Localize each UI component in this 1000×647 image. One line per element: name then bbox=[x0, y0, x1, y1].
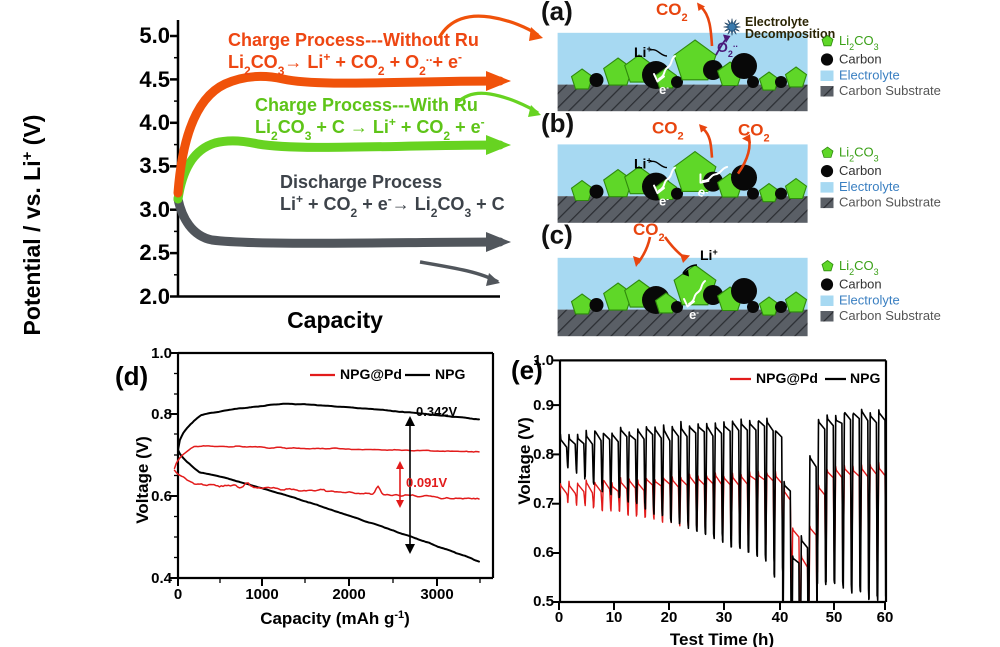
svg-text:0.9: 0.9 bbox=[533, 397, 554, 414]
svg-text:5.0: 5.0 bbox=[139, 23, 170, 48]
svg-text:60: 60 bbox=[877, 609, 894, 626]
svg-text:Li2CO3 + C → Li+ + CO2 + e-: Li2CO3 + C → Li+ + CO2 + e- bbox=[255, 115, 485, 143]
svg-text:10: 10 bbox=[606, 609, 623, 626]
svg-text:20: 20 bbox=[661, 609, 678, 626]
svg-text:NPG@Pd: NPG@Pd bbox=[340, 366, 402, 382]
svg-text:CO2: CO2 bbox=[652, 119, 684, 143]
svg-text:0.6: 0.6 bbox=[151, 488, 172, 505]
svg-text:CO2: CO2 bbox=[656, 0, 688, 24]
svg-text:Li+ + CO2 + e-→ Li2CO3 + C: Li+ + CO2 + e-→ Li2CO3 + C bbox=[280, 192, 505, 220]
svg-text:0.7: 0.7 bbox=[533, 495, 554, 512]
svg-text:4.0: 4.0 bbox=[139, 110, 170, 135]
svg-text:0.091V: 0.091V bbox=[406, 475, 448, 490]
svg-text:40: 40 bbox=[772, 609, 789, 626]
svg-text:0.8: 0.8 bbox=[151, 406, 172, 423]
svg-text:CO2: CO2 bbox=[738, 121, 770, 145]
svg-text:1.0: 1.0 bbox=[533, 352, 554, 369]
svg-text:0.5: 0.5 bbox=[533, 593, 554, 610]
svg-text:0: 0 bbox=[174, 586, 182, 603]
svg-text:2.0: 2.0 bbox=[139, 284, 170, 309]
svg-text:2000: 2000 bbox=[332, 586, 365, 603]
svg-text:3.0: 3.0 bbox=[139, 197, 170, 222]
svg-text:0.6: 0.6 bbox=[533, 544, 554, 561]
svg-text:Voltage (V): Voltage (V) bbox=[133, 436, 152, 524]
svg-text:0.8: 0.8 bbox=[533, 446, 554, 463]
svg-text:3.5: 3.5 bbox=[139, 153, 170, 178]
svg-text:1.0: 1.0 bbox=[151, 345, 172, 362]
svg-text:NPG@Pd: NPG@Pd bbox=[756, 370, 818, 386]
svg-text:Capacity: Capacity bbox=[287, 307, 383, 333]
svg-text:0: 0 bbox=[555, 609, 563, 626]
svg-text:Test Time (h): Test Time (h) bbox=[670, 630, 774, 647]
svg-text:(c): (c) bbox=[541, 220, 573, 250]
svg-text:4.5: 4.5 bbox=[139, 67, 170, 92]
svg-text:Discharge Process: Discharge Process bbox=[280, 172, 442, 192]
svg-text:Decomposition: Decomposition bbox=[745, 27, 835, 41]
svg-text:1000: 1000 bbox=[245, 586, 278, 603]
svg-text:NPG: NPG bbox=[435, 366, 465, 382]
svg-text:Capacity (mAh g-1): Capacity (mAh g-1) bbox=[260, 609, 410, 628]
svg-text:0.342V: 0.342V bbox=[416, 404, 458, 419]
svg-text:Charge Process---With Ru: Charge Process---With Ru bbox=[255, 95, 478, 115]
svg-text:50: 50 bbox=[826, 609, 843, 626]
svg-text:0.4: 0.4 bbox=[151, 570, 173, 587]
svg-text:30: 30 bbox=[716, 609, 733, 626]
svg-text:(d): (d) bbox=[115, 361, 148, 391]
svg-text:Voltage (V): Voltage (V) bbox=[515, 417, 534, 505]
svg-text:(b): (b) bbox=[541, 108, 574, 138]
svg-text:NPG: NPG bbox=[850, 370, 880, 386]
svg-text:Potential / vs. Li+ (V): Potential / vs. Li+ (V) bbox=[19, 115, 46, 336]
svg-text:3000: 3000 bbox=[420, 586, 453, 603]
svg-text:(a): (a) bbox=[541, 0, 573, 26]
svg-text:2.5: 2.5 bbox=[139, 240, 170, 265]
